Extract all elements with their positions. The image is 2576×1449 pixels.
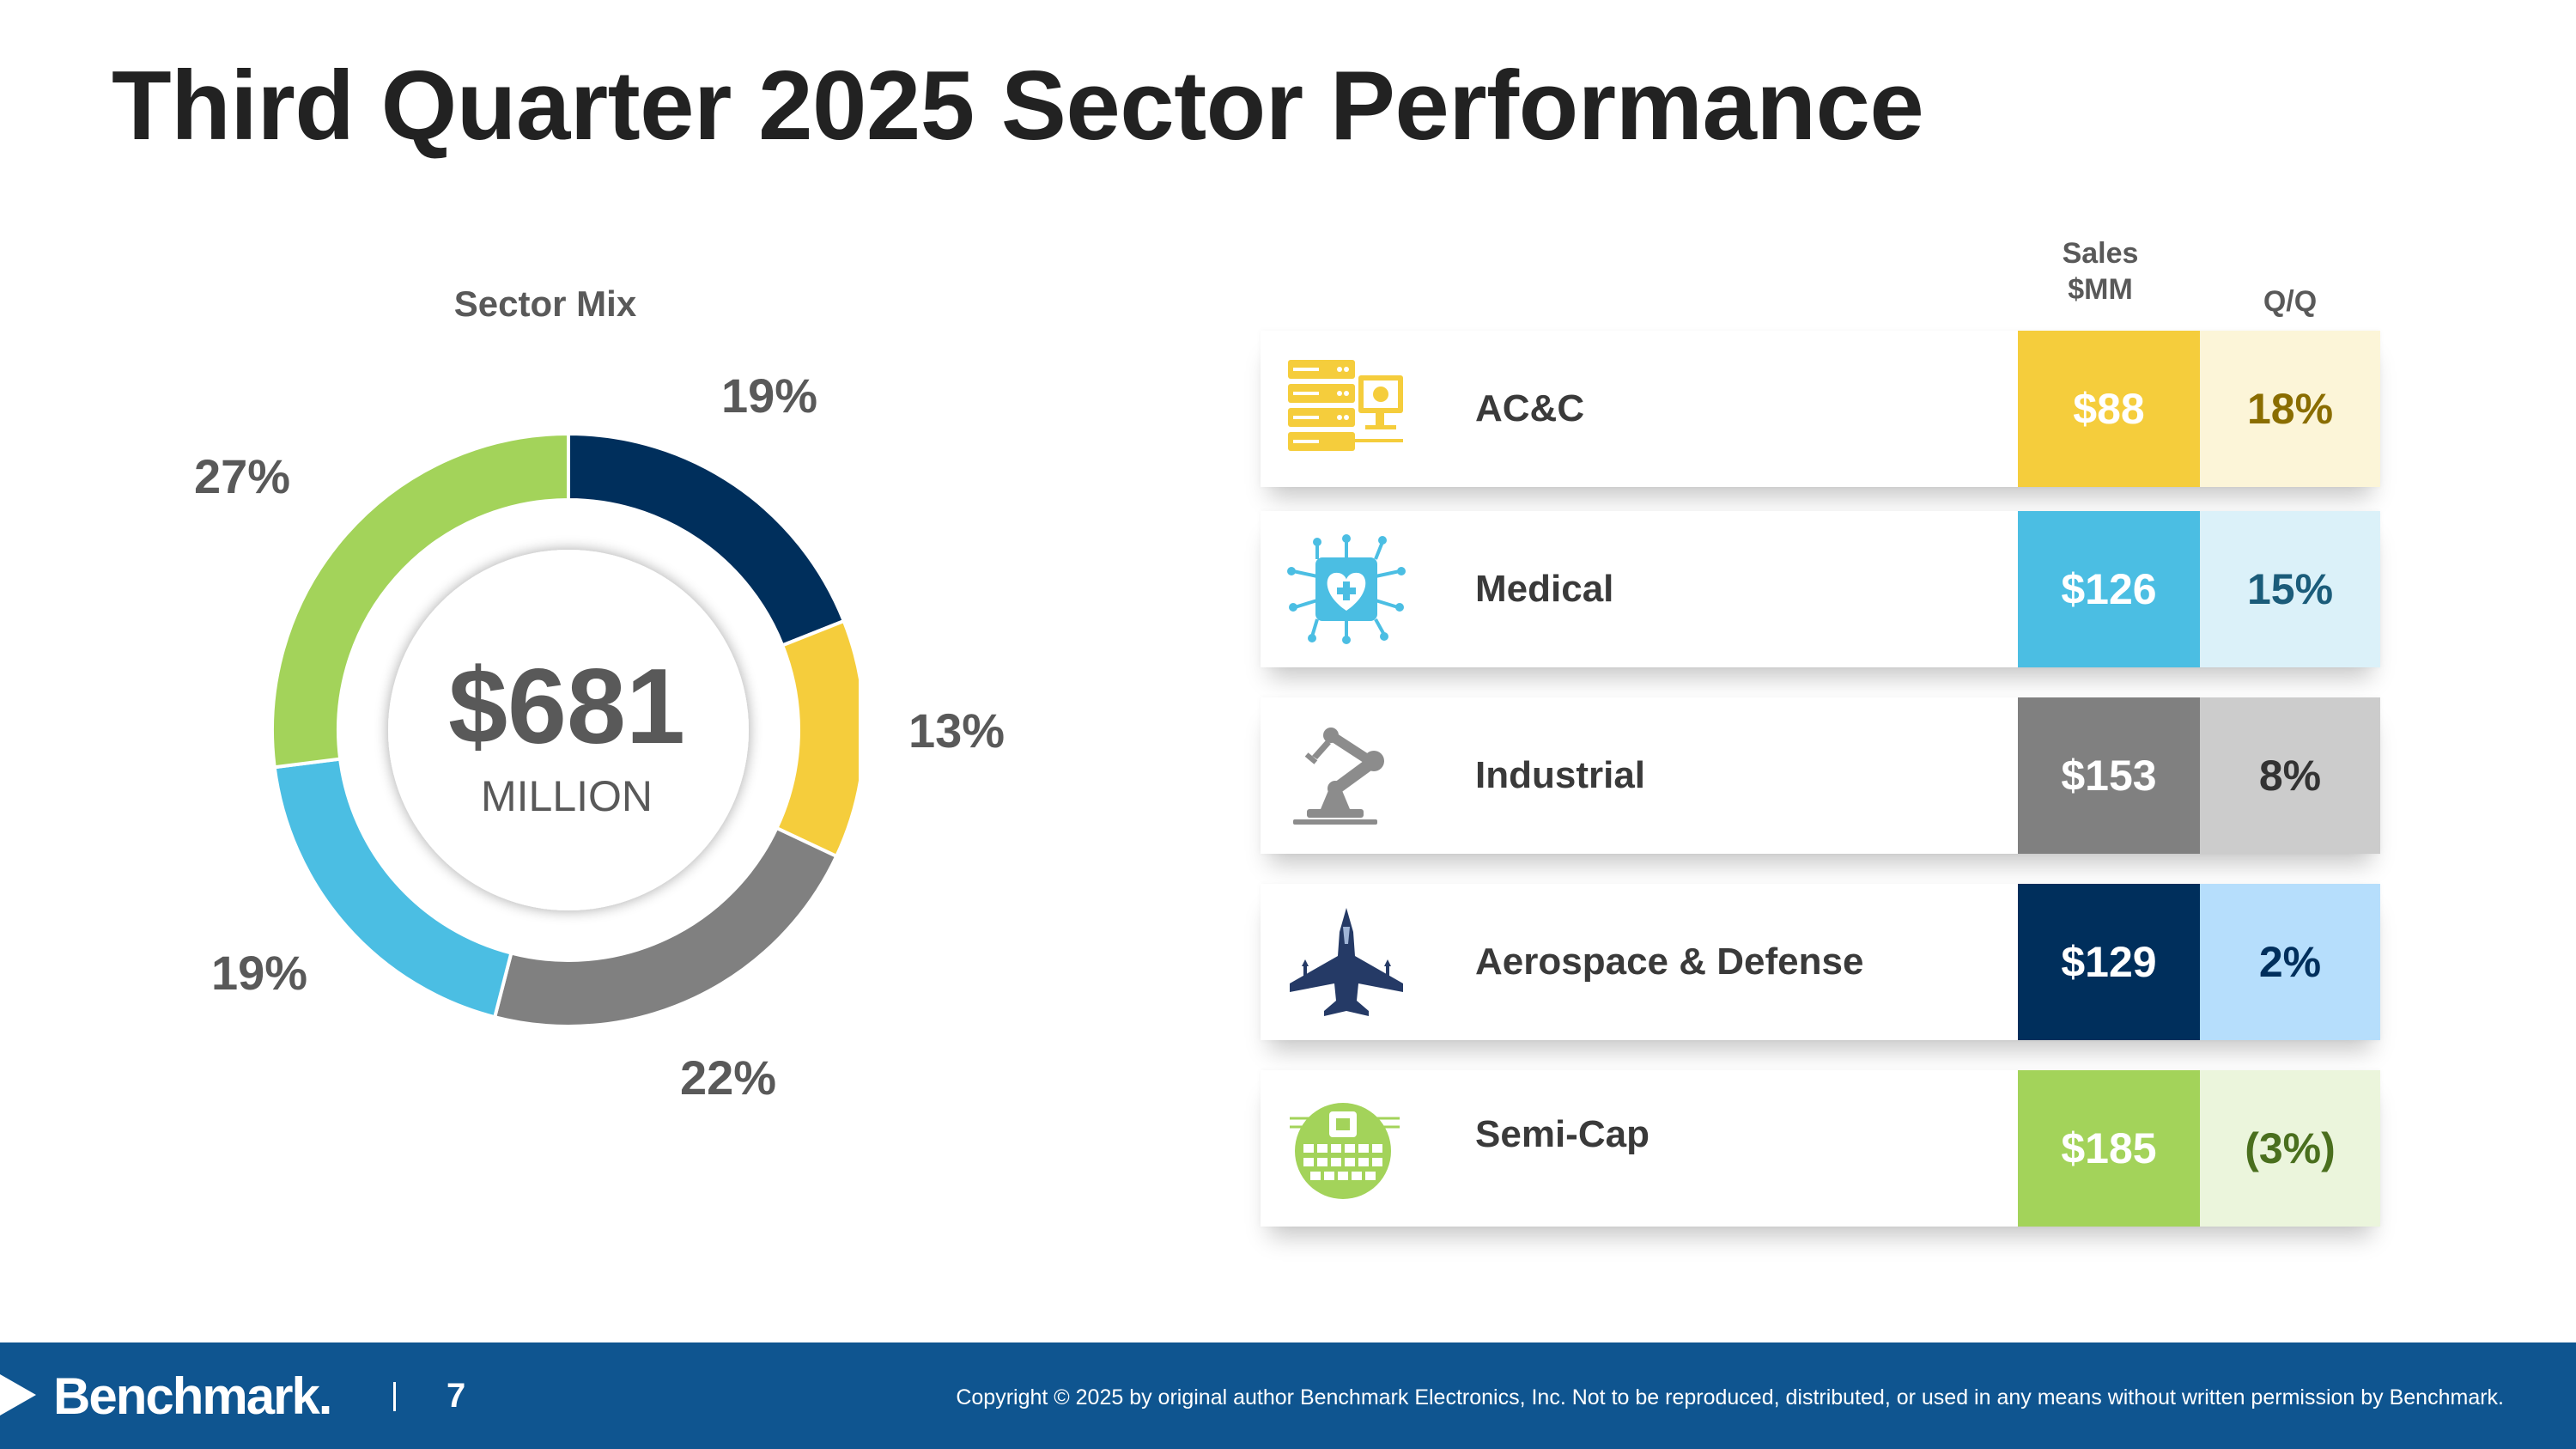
sector-sales-value: $153 [2018, 697, 2200, 854]
sector-name: Aerospace & Defense [1475, 941, 1864, 983]
sector-row-semi-cap: Semi-Cap $185 (3%) [1261, 1070, 2380, 1227]
total-sales-value: $681 [448, 648, 685, 766]
footer-bar: Benchmark. 7 Copyright © 2025 by origina… [0, 1342, 2576, 1449]
server-monitor-icon [1288, 360, 1403, 451]
qq-column-header: Q/Q [2263, 285, 2318, 318]
sector-name: AC&C [1475, 387, 1585, 429]
sector-qq-value: 2% [2200, 884, 2380, 1040]
medical-heart-circuit-icon [1287, 534, 1406, 644]
slice-label-industrial: 22% [680, 1050, 777, 1105]
sector-name: Industrial [1475, 754, 1646, 796]
sector-mix-donut-chart [270, 431, 859, 1028]
robot-arm-icon [1293, 728, 1384, 825]
slice-label-acc: 13% [908, 703, 1005, 758]
chart-title: Sector Mix [453, 283, 637, 324]
sector-row-aerospace-defense: Aerospace & Defense $129 2% [1261, 884, 2380, 1040]
donut-center [388, 550, 749, 910]
total-sales-unit: MILLION [480, 772, 653, 820]
sector-qq-value: (3%) [2200, 1070, 2380, 1227]
sector-row-acc: AC&C $88 18% [1261, 331, 2380, 487]
fighter-jet-icon [1290, 908, 1403, 1016]
brand-logo: Benchmark. [53, 1367, 332, 1425]
sector-name: Semi-Cap [1475, 1113, 1649, 1155]
sector-sales-value: $129 [2018, 884, 2200, 1040]
sector-qq-value: 8% [2200, 697, 2380, 854]
page-number: 7 [447, 1377, 466, 1415]
donut-slice-semi-cap [270, 431, 570, 770]
sector-qq-value: 18% [2200, 331, 2380, 487]
slice-label-semi-cap: 27% [194, 449, 291, 503]
sector-name: Medical [1475, 568, 1614, 610]
semiconductor-wafer-icon [1290, 1103, 1400, 1199]
slice-label-medical: 19% [211, 946, 308, 1000]
page-title: Third Quarter 2025 Sector Performance [112, 52, 1924, 161]
donut-slice-ac-c [774, 618, 859, 859]
chevron-logo-icon [0, 1374, 36, 1416]
sector-sales-value: $185 [2018, 1070, 2200, 1227]
footer-divider [393, 1382, 396, 1411]
sales-column-header: Sales $MM [2062, 237, 2139, 306]
sector-row-industrial: Industrial $153 8% [1261, 697, 2380, 854]
copyright-notice: Copyright © 2025 by original author Benc… [956, 1385, 2504, 1409]
sector-sales-value: $88 [2018, 331, 2200, 487]
slice-label-aerospace-defense: 19% [721, 368, 818, 423]
sector-qq-value: 15% [2200, 511, 2380, 667]
sector-sales-value: $126 [2018, 511, 2200, 667]
sector-row-medical: Medical $126 15% [1261, 511, 2380, 667]
